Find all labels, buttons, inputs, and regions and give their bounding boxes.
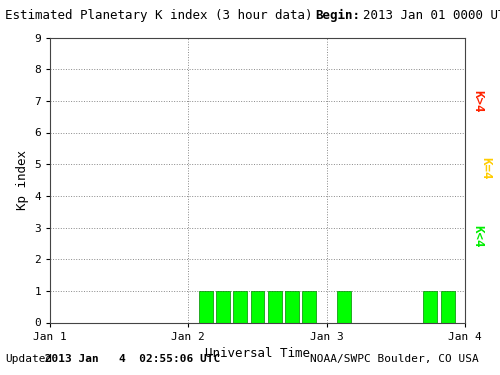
Text: K=4: K=4 — [480, 158, 492, 180]
Text: NOAA/SWPC Boulder, CO USA: NOAA/SWPC Boulder, CO USA — [310, 354, 479, 364]
Bar — [285, 291, 299, 322]
Text: 2013 Jan   4  02:55:06 UTC: 2013 Jan 4 02:55:06 UTC — [38, 354, 220, 364]
X-axis label: Universal Time: Universal Time — [205, 347, 310, 360]
Bar — [302, 291, 316, 322]
Bar — [337, 291, 351, 322]
Text: K<4: K<4 — [471, 225, 484, 248]
Bar — [441, 291, 454, 322]
Bar — [268, 291, 281, 322]
Text: Begin:: Begin: — [315, 9, 360, 22]
Text: 2013 Jan 01 0000 UTC: 2013 Jan 01 0000 UTC — [348, 9, 500, 22]
Bar — [424, 291, 438, 322]
Text: Updated: Updated — [5, 354, 52, 364]
Y-axis label: Kp index: Kp index — [16, 150, 28, 210]
Bar — [250, 291, 264, 322]
Bar — [216, 291, 230, 322]
Text: K>4: K>4 — [471, 90, 484, 112]
Bar — [198, 291, 212, 322]
Text: Estimated Planetary K index (3 hour data): Estimated Planetary K index (3 hour data… — [5, 9, 312, 22]
Bar — [234, 291, 247, 322]
